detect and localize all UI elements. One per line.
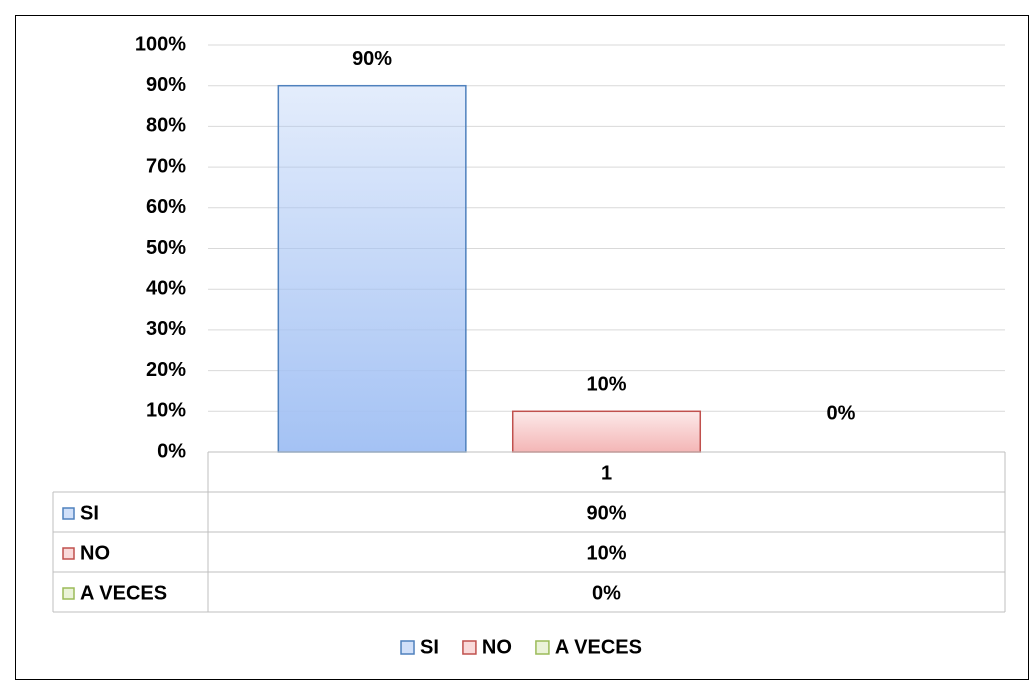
table-series-name: SI xyxy=(80,502,99,524)
legend-item: NO xyxy=(462,636,512,658)
table-value: 90% xyxy=(586,502,626,524)
legend-item: SI xyxy=(400,636,439,658)
legend-key xyxy=(62,547,75,560)
y-tick-label: 100% xyxy=(135,33,186,55)
legend-key xyxy=(462,640,477,655)
y-tick-label: 80% xyxy=(146,115,186,137)
table-header: 1 xyxy=(601,462,612,484)
legend-label: NO xyxy=(482,636,512,658)
y-tick-label: 50% xyxy=(146,237,186,259)
y-tick-label: 70% xyxy=(146,155,186,177)
table-series-name: A VECES xyxy=(80,582,167,604)
data-label: 0% xyxy=(826,402,855,424)
y-tick-label: 10% xyxy=(146,400,186,422)
legend-key xyxy=(400,640,415,655)
legend-label: A VECES xyxy=(555,636,642,658)
bar xyxy=(511,410,702,453)
legend-key xyxy=(62,587,75,600)
y-tick-label: 90% xyxy=(146,74,186,96)
y-tick-label: 20% xyxy=(146,359,186,381)
y-tick-label: 40% xyxy=(146,277,186,299)
legend-label: SI xyxy=(420,636,439,658)
bar xyxy=(277,84,467,453)
y-tick-label: 0% xyxy=(157,440,186,462)
data-label: 10% xyxy=(586,374,626,396)
table-series-name: NO xyxy=(80,542,110,564)
table-value: 10% xyxy=(586,542,626,564)
data-label: 90% xyxy=(352,48,392,70)
legend-key xyxy=(62,507,75,520)
table-value: 0% xyxy=(592,582,621,604)
y-tick-label: 30% xyxy=(146,318,186,340)
y-tick-label: 60% xyxy=(146,196,186,218)
legend-key xyxy=(535,640,550,655)
legend-item: A VECES xyxy=(535,636,642,658)
